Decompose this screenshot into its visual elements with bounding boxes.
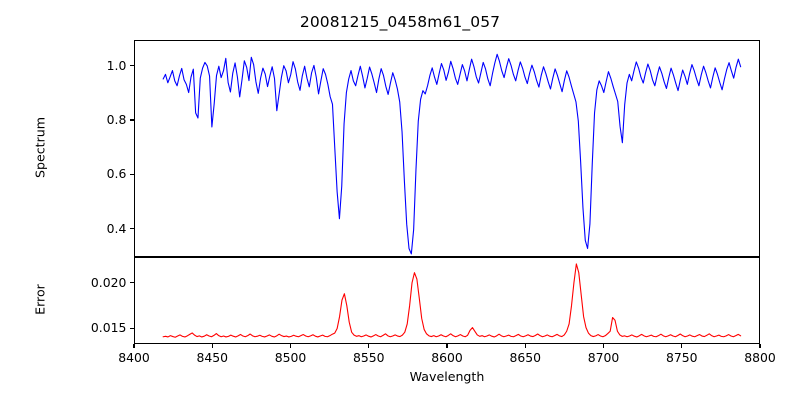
spectrum-panel — [134, 40, 760, 257]
x-axis-tick — [289, 344, 292, 348]
y-axis-tick — [130, 227, 134, 230]
x-axis-tick-label: 8650 — [509, 350, 542, 365]
y-axis-tick — [130, 173, 134, 175]
x-axis-tick-label: 8700 — [587, 350, 620, 365]
y-axis-tick — [130, 327, 134, 329]
x-axis-tick — [524, 344, 526, 348]
y-axis-tick-label: 0.8 — [106, 112, 127, 128]
error-y-axis-label: Error — [32, 283, 48, 315]
x-axis-tick — [681, 344, 683, 348]
x-axis-label: Wavelength — [409, 369, 485, 384]
error-data-line — [162, 263, 742, 338]
x-axis-tick-label: 8600 — [431, 350, 463, 365]
x-axis-tick-label: 8450 — [196, 350, 229, 365]
spectrum-data-line — [162, 53, 742, 255]
x-axis-tick — [133, 344, 135, 348]
y-axis-tick-label: 0.6 — [106, 166, 127, 182]
y-axis-tick-label: 1.0 — [106, 57, 127, 73]
error-panel — [134, 257, 760, 344]
x-axis-tick — [368, 344, 370, 348]
y-axis-tick-label: 0.015 — [90, 320, 127, 336]
x-axis-tick-label: 8400 — [118, 350, 150, 365]
x-axis-tick — [446, 344, 448, 348]
error-line-series — [162, 263, 742, 338]
y-axis-tick — [130, 282, 134, 284]
chart-title: 20081215_0458m61_057 — [299, 13, 501, 31]
y-axis-tick-label: 0.020 — [90, 274, 127, 290]
spectrum-line-series — [162, 53, 742, 255]
y-axis-tick — [130, 119, 134, 121]
y-axis-tick-label: 0.4 — [106, 220, 127, 236]
x-axis-tick — [602, 344, 605, 348]
x-axis-tick — [759, 344, 761, 348]
x-axis-tick-label: 8500 — [274, 350, 307, 365]
x-axis-tick — [211, 344, 213, 348]
x-axis-tick-label: 8750 — [665, 350, 698, 365]
y-axis-tick — [130, 65, 134, 67]
x-axis-tick-label: 8550 — [352, 350, 385, 365]
x-axis-tick-label: 8800 — [744, 350, 776, 365]
